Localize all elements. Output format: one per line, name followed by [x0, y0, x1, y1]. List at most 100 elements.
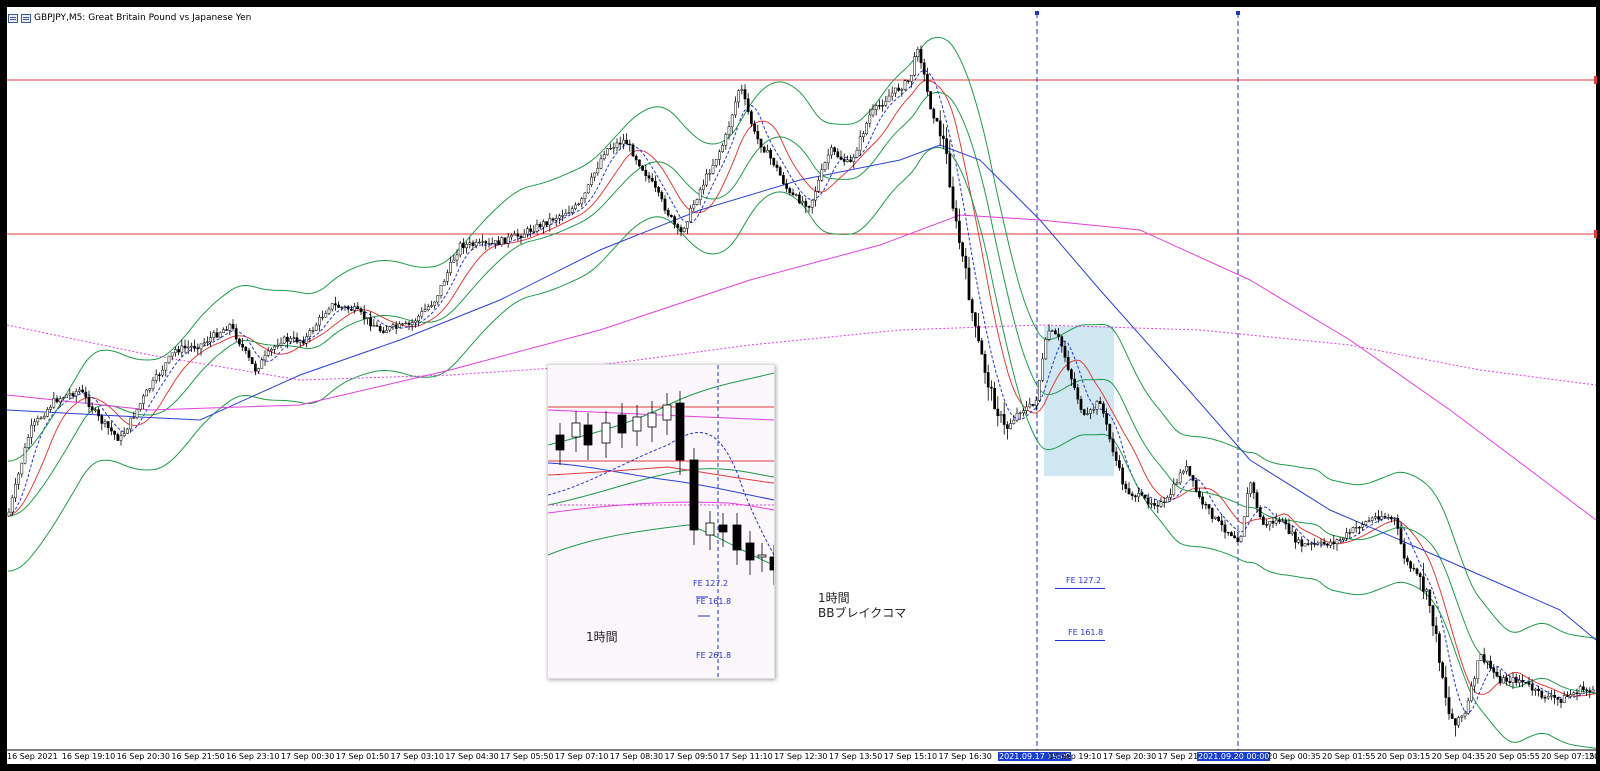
- candle-body: [318, 317, 321, 326]
- ma-blue-line[interactable]: [6, 144, 1597, 641]
- candle-body: [833, 147, 836, 152]
- ma-magenta-dotted-line[interactable]: [6, 324, 1597, 386]
- candle-body: [1060, 336, 1064, 347]
- inset-candle-body: [617, 414, 627, 434]
- candle-body: [910, 74, 913, 82]
- candle-body: [49, 406, 52, 410]
- candle-body: [942, 135, 945, 139]
- candle-body: [1092, 409, 1096, 411]
- candle-body: [1287, 523, 1291, 535]
- candle-body: [378, 326, 382, 332]
- candle-body: [71, 393, 75, 397]
- candle-body: [286, 336, 289, 342]
- candle-body: [1047, 330, 1051, 340]
- time-tick: 20 Sep 05:55: [1486, 752, 1540, 761]
- candle-body: [1537, 688, 1540, 692]
- candle-body: [449, 262, 452, 273]
- bb-middle-line[interactable]: [7, 91, 1597, 694]
- candle-body: [1079, 399, 1083, 410]
- candle-body: [1255, 492, 1259, 508]
- candle-body: [858, 136, 862, 151]
- candle-body: [97, 409, 100, 417]
- candle-body: [225, 329, 228, 331]
- candle-body: [103, 421, 107, 424]
- vline-handle-2[interactable]: [1236, 11, 1240, 15]
- candle-body: [983, 354, 987, 373]
- fe-161-line[interactable]: [1055, 640, 1105, 641]
- candle-body: [705, 173, 708, 186]
- inset-candle-body: [705, 522, 715, 536]
- hline-handle-2[interactable]: [1594, 230, 1597, 238]
- candle-body: [90, 406, 94, 411]
- candle-body: [212, 332, 216, 338]
- candle-body: [551, 218, 555, 221]
- candle-body: [1268, 520, 1272, 526]
- candle-body: [1569, 694, 1572, 697]
- time-tick: 17 Sep 01:50: [335, 752, 390, 761]
- candle-body: [1022, 410, 1025, 414]
- candle-body: [1252, 482, 1256, 493]
- candle-body: [65, 394, 68, 398]
- candle-body: [308, 330, 312, 337]
- candle-body: [622, 139, 625, 145]
- candle-body: [1258, 507, 1262, 518]
- candle-body: [1134, 495, 1137, 498]
- candle-body: [487, 242, 491, 245]
- candle-body: [1438, 633, 1441, 663]
- candle-body: [1559, 699, 1563, 703]
- candle-body: [279, 342, 283, 346]
- candle-body: [1313, 543, 1316, 545]
- candle-body: [1210, 508, 1214, 519]
- candle-body: [282, 336, 286, 344]
- candle-body: [231, 324, 235, 329]
- candle-body: [1546, 696, 1550, 699]
- candle-body: [798, 194, 801, 204]
- candle-body: [1396, 518, 1400, 529]
- candles: [7, 45, 1595, 737]
- candle-body: [769, 149, 772, 159]
- candle-body: [74, 391, 78, 397]
- candle-body: [1012, 419, 1016, 424]
- ma-magenta-line[interactable]: [6, 214, 1597, 521]
- candle-body: [484, 241, 488, 244]
- candle-body: [471, 242, 475, 246]
- candle-body: [254, 363, 257, 372]
- hline-handle-1[interactable]: [1594, 76, 1597, 84]
- candle-body: [695, 199, 699, 205]
- candle-body: [1009, 423, 1012, 429]
- candle-body: [426, 306, 430, 310]
- candle-body: [1457, 717, 1460, 726]
- candle-body: [1319, 541, 1323, 544]
- candle-body: [36, 418, 40, 423]
- time-tick: 2021.09.20 00:00: [1197, 752, 1271, 761]
- candle-body: [692, 204, 696, 209]
- candle-body: [545, 221, 548, 226]
- candle-body: [1070, 369, 1073, 380]
- annotation-line-2: BBブレイクコマ: [818, 606, 907, 620]
- candle-body: [906, 80, 910, 82]
- bb-lower-line[interactable]: [7, 146, 1597, 749]
- candle-body: [948, 153, 952, 188]
- ma-red-line[interactable]: [7, 79, 1597, 697]
- chart-list-icon[interactable]: [8, 13, 18, 23]
- candle-body: [362, 311, 366, 319]
- candle-body: [1322, 541, 1326, 545]
- chart-window-icon[interactable]: [21, 13, 31, 23]
- inset-candle-body: [675, 402, 685, 461]
- candle-body: [980, 340, 984, 355]
- candle-body: [1418, 573, 1422, 577]
- candle-body: [1444, 677, 1448, 698]
- vline-handle-1[interactable]: [1035, 11, 1039, 15]
- candle-body: [871, 109, 875, 116]
- inset-candle-body: [662, 404, 672, 421]
- ma-blue-dotted-line[interactable]: [7, 69, 1597, 715]
- fe-127-line[interactable]: [1055, 588, 1105, 589]
- annotation-line-1: 1時間: [818, 591, 850, 605]
- candle-body: [1194, 480, 1198, 492]
- candle-body: [778, 167, 782, 176]
- candle-body: [458, 242, 462, 256]
- candle-body: [1498, 676, 1502, 684]
- bb-upper-line[interactable]: [7, 36, 1597, 639]
